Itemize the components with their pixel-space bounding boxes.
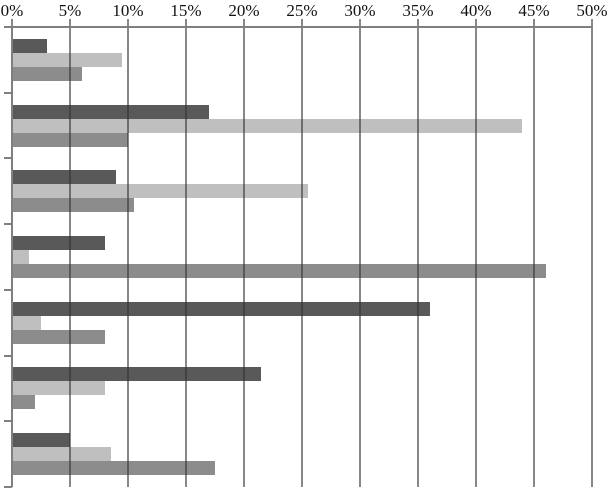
x-axis-tick-label: 30% xyxy=(344,1,376,20)
bar-series-dark-group-1 xyxy=(12,38,47,53)
x-axis-line xyxy=(4,26,593,28)
x-axis-tick-label: 45% xyxy=(518,1,550,20)
x-axis-tick-label: 35% xyxy=(402,1,434,20)
y-axis-category-tick xyxy=(4,420,12,423)
bar-series-dark-group-5 xyxy=(12,301,430,316)
bar-series-dark-group-6 xyxy=(12,367,262,382)
x-axis-tick-label: 5% xyxy=(58,1,82,20)
y-axis-category-tick xyxy=(4,486,12,488)
y-axis-line xyxy=(11,26,13,487)
bar-series-light-group-7 xyxy=(12,447,111,462)
x-axis-tick-label: 20% xyxy=(228,1,260,20)
bar-series-medium-group-6 xyxy=(12,395,36,410)
y-axis-category-tick xyxy=(4,223,12,226)
bar-series-dark-group-4 xyxy=(12,236,105,250)
bar-series-medium-group-1 xyxy=(12,66,82,81)
y-axis-category-tick xyxy=(4,26,12,28)
y-axis-category-tick xyxy=(4,288,12,291)
bar-series-medium-group-4 xyxy=(12,264,546,278)
bar-series-light-group-5 xyxy=(12,315,41,330)
gridline-15% xyxy=(185,19,187,487)
y-axis-category-tick xyxy=(4,91,12,94)
x-axis-tick-label: 50% xyxy=(576,1,608,20)
y-axis-category-tick xyxy=(4,157,12,160)
bar-series-light-group-1 xyxy=(12,52,123,67)
gridline-35% xyxy=(417,19,419,487)
bar-series-dark-group-7 xyxy=(12,433,70,448)
y-axis-category-tick xyxy=(4,354,12,357)
bar-series-light-group-2 xyxy=(12,118,523,133)
gridline-25% xyxy=(301,19,303,487)
gridline-45% xyxy=(533,19,535,487)
bar-series-light-group-4 xyxy=(12,250,30,264)
x-axis-tick-label: 25% xyxy=(286,1,318,20)
bar-series-light-group-3 xyxy=(12,184,308,199)
x-axis-tick-label: 10% xyxy=(112,1,144,20)
x-axis-tick-label: 0% xyxy=(0,1,24,20)
bar-series-medium-group-7 xyxy=(12,461,215,476)
x-axis-tick-label: 15% xyxy=(170,1,202,20)
x-axis-tick-label: 40% xyxy=(460,1,492,20)
gridline-30% xyxy=(359,19,361,487)
gridline-20% xyxy=(243,19,245,487)
bar-series-medium-group-3 xyxy=(12,198,134,213)
bar-series-light-group-6 xyxy=(12,381,105,396)
bar-series-dark-group-3 xyxy=(12,170,117,185)
gridline-40% xyxy=(475,19,477,487)
gridline-5% xyxy=(69,19,71,487)
bar-series-medium-group-5 xyxy=(12,329,105,344)
gridline-10% xyxy=(127,19,129,487)
gridline-50% xyxy=(591,19,593,487)
bar-series-dark-group-2 xyxy=(12,104,210,119)
